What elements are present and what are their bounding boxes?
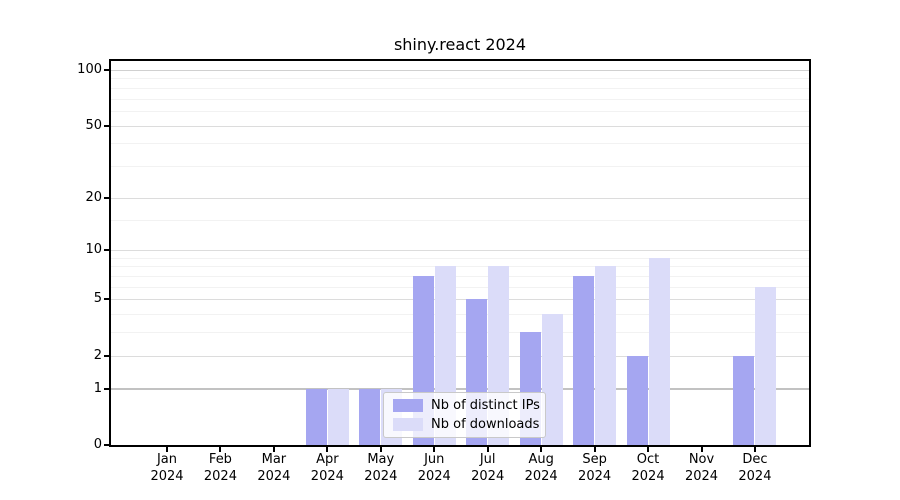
gridline-minor xyxy=(111,257,809,259)
y-tick-label-20: 20 xyxy=(85,189,102,205)
legend-entry-distinct-ips: Nb of distinct IPs xyxy=(393,397,545,413)
x-tick-label-jan: Jan 2024 xyxy=(150,452,184,484)
x-tick-label-dec: Dec 2024 xyxy=(738,452,772,484)
y-tick-mark-100 xyxy=(104,69,110,72)
y-tick-mark-0 xyxy=(104,444,110,446)
y-tick-mark-1 xyxy=(104,387,110,390)
y-tick-mark-50 xyxy=(104,124,110,127)
x-tick-mark-mar xyxy=(272,447,275,452)
bar-downloads-apr xyxy=(327,388,349,445)
gridline-major-20 xyxy=(111,197,809,199)
y-tick-mark-10 xyxy=(104,249,110,252)
gridline-minor xyxy=(111,286,809,288)
x-tick-mark-jan xyxy=(166,447,168,452)
gridline-major-2 xyxy=(111,355,809,357)
y-tick-label-2: 2 xyxy=(93,347,102,363)
legend-entry-downloads: Nb of downloads xyxy=(393,416,545,432)
gridline-minor xyxy=(111,314,809,316)
gridline-minor xyxy=(111,266,809,268)
y-tick-mark-20 xyxy=(104,196,110,199)
gridline-major-100 xyxy=(111,70,809,72)
gridline-minor xyxy=(111,87,809,89)
gridline-minor xyxy=(111,165,809,167)
x-tick-mark-feb xyxy=(219,447,222,452)
legend-label-distinct-ips: Nb of distinct IPs xyxy=(431,397,540,413)
x-tick-label-jun: Jun 2024 xyxy=(417,452,451,484)
x-tick-mark-nov xyxy=(700,447,703,452)
legend-label-downloads: Nb of downloads xyxy=(431,416,540,432)
x-tick-mark-jul xyxy=(486,447,489,452)
bar-distinct-ips-sep xyxy=(573,276,595,445)
y-tick-label-1: 1 xyxy=(93,380,102,396)
x-tick-mark-aug xyxy=(540,447,543,452)
x-tick-mark-dec xyxy=(753,447,756,452)
legend-swatch-downloads xyxy=(393,418,423,431)
x-tick-label-oct: Oct 2024 xyxy=(631,452,665,484)
x-tick-label-feb: Feb 2024 xyxy=(203,452,237,484)
bar-distinct-ips-dec xyxy=(733,355,755,445)
gridline-minor xyxy=(111,143,809,145)
x-tick-mark-oct xyxy=(647,447,650,452)
bar-downloads-aug xyxy=(541,314,563,445)
y-tick-mark-5 xyxy=(104,298,110,301)
x-tick-mark-apr xyxy=(326,447,329,452)
gridline-major-10 xyxy=(111,250,809,252)
gridline-minor xyxy=(111,110,809,112)
y-tick-label-5: 5 xyxy=(93,291,102,307)
bar-downloads-oct xyxy=(648,257,670,445)
bar-downloads-dec xyxy=(755,286,777,445)
bar-distinct-ips-apr xyxy=(305,388,327,445)
gridline-minor xyxy=(111,78,809,80)
y-tick-label-10: 10 xyxy=(85,242,102,258)
x-tick-mark-may xyxy=(379,447,382,452)
gridline-major-5 xyxy=(111,299,809,301)
legend-swatch-distinct-ips xyxy=(393,399,423,412)
gridline-minor xyxy=(111,332,809,334)
y-tick-mark-2 xyxy=(104,354,110,357)
x-tick-mark-sep xyxy=(593,447,596,452)
plot-area xyxy=(109,59,811,447)
bar-downloads-sep xyxy=(595,266,617,445)
gridline-major-50 xyxy=(111,125,809,127)
x-tick-label-mar: Mar 2024 xyxy=(257,452,291,484)
x-tick-label-apr: Apr 2024 xyxy=(310,452,344,484)
x-tick-label-nov: Nov 2024 xyxy=(684,452,719,484)
x-tick-label-aug: Aug 2024 xyxy=(524,452,558,484)
x-tick-mark-jun xyxy=(433,447,436,452)
x-tick-label-may: May 2024 xyxy=(364,452,398,484)
chart-title: shiny.react 2024 xyxy=(393,35,527,54)
gridline-major-1 xyxy=(111,387,809,390)
y-tick-label-0: 0 xyxy=(93,437,102,452)
bar-distinct-ips-oct xyxy=(626,355,648,445)
gridline-minor xyxy=(111,276,809,278)
gridline-minor xyxy=(111,98,809,100)
y-tick-label-50: 50 xyxy=(85,117,102,133)
bar-distinct-ips-may xyxy=(359,388,381,445)
x-tick-label-sep: Sep 2024 xyxy=(578,452,612,484)
legend: Nb of distinct IPs Nb of downloads xyxy=(383,392,546,438)
y-tick-label-100: 100 xyxy=(77,62,102,78)
gridline-minor xyxy=(111,219,809,221)
x-tick-label-jul: Jul 2024 xyxy=(471,452,505,484)
